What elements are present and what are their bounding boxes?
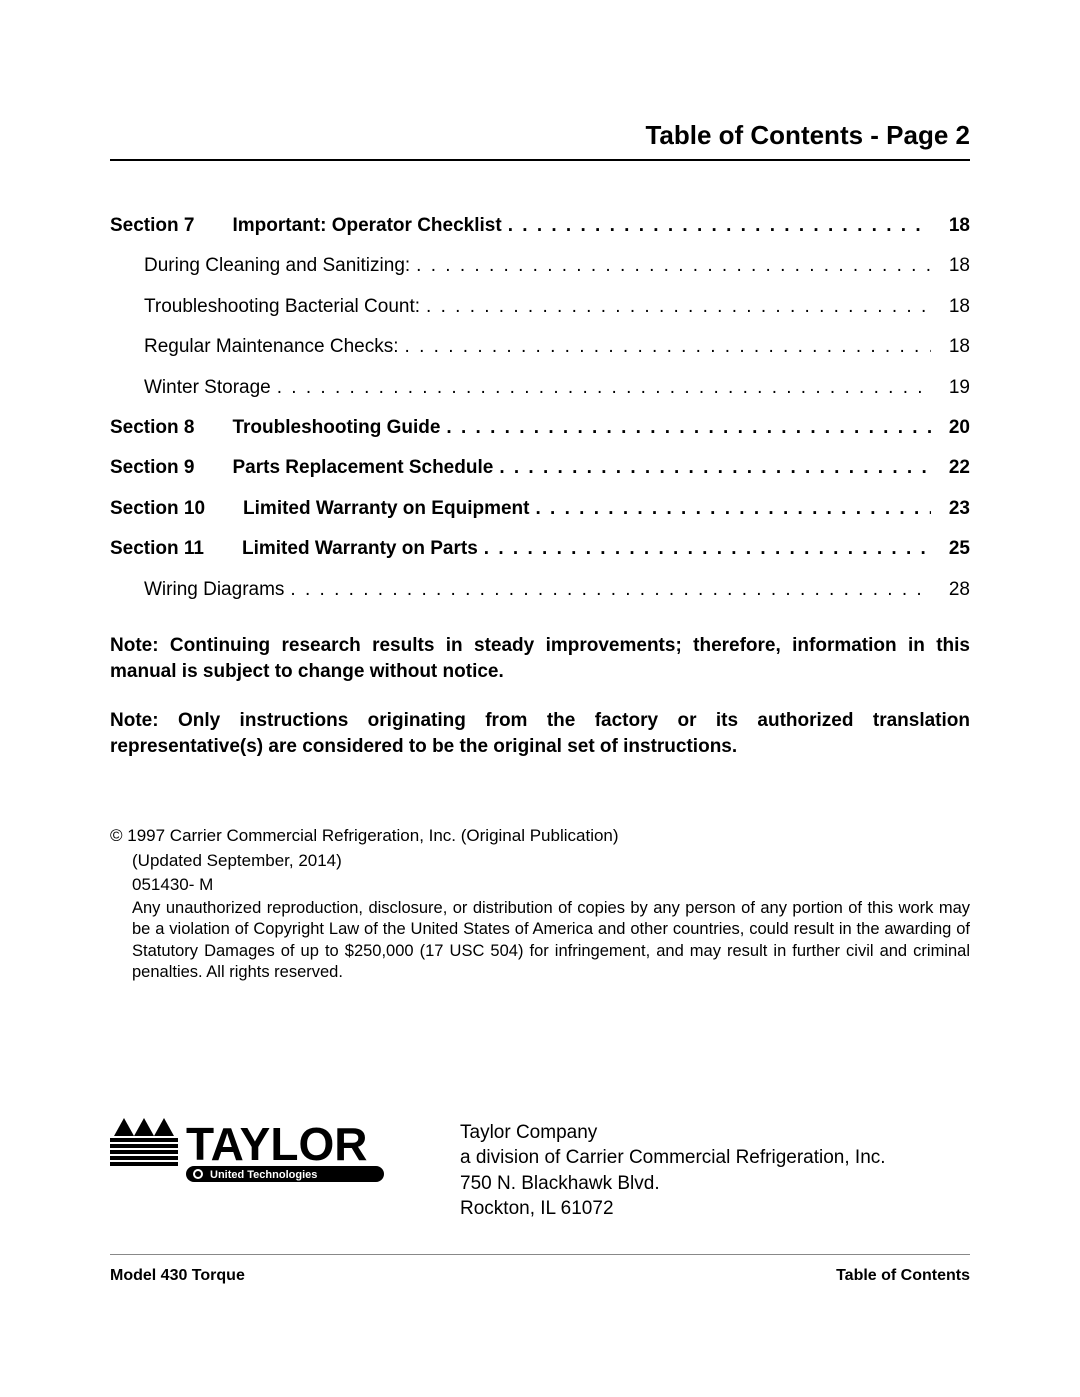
- taylor-logo: TAYLOR United Technologies: [110, 1114, 410, 1184]
- toc-dot-leader: [410, 251, 931, 281]
- toc-row: Section 7Important: Operator Checklist 18: [110, 211, 970, 241]
- toc-dot-leader: [284, 575, 930, 605]
- toc-dot-leader: [271, 373, 931, 403]
- footer-right: Table of Contents: [836, 1267, 970, 1285]
- toc-sub-heading: Troubleshooting Bacterial Count:: [110, 292, 420, 322]
- copyright-line-3: 051430- M: [110, 874, 970, 896]
- toc-section-label: Section 11: [110, 534, 204, 564]
- toc-section-label: Section 8: [110, 413, 194, 443]
- company-address-1: 750 N. Blackhawk Blvd.: [460, 1171, 886, 1197]
- title-rule: [110, 159, 970, 161]
- toc-page-number: 20: [931, 413, 970, 443]
- toc-page-number: 18: [931, 332, 970, 362]
- toc-page-number: 18: [931, 292, 970, 322]
- footer-logo-area: TAYLOR United Technologies Taylor Compan…: [110, 1114, 970, 1223]
- toc-sub-heading: Wiring Diagrams: [110, 575, 284, 605]
- toc-row: Regular Maintenance Checks: 18: [110, 332, 970, 362]
- copyright-line-1: © 1997 Carrier Commercial Refrigeration,…: [110, 825, 970, 847]
- notes-block: Note: Continuing research results in ste…: [110, 633, 970, 760]
- toc-heading: Important: Operator Checklist: [194, 211, 501, 241]
- toc-dot-leader: [420, 292, 931, 322]
- company-info: Taylor Company a division of Carrier Com…: [460, 1114, 886, 1223]
- company-name: Taylor Company: [460, 1120, 886, 1146]
- logo-sub-text: United Technologies: [210, 1169, 317, 1181]
- toc-dot-leader: [399, 332, 931, 362]
- note-1: Note: Continuing research results in ste…: [110, 633, 970, 684]
- toc-sub-heading: Regular Maintenance Checks:: [110, 332, 399, 362]
- toc-heading: Limited Warranty on Parts: [204, 534, 478, 564]
- toc-row: Troubleshooting Bacterial Count: 18: [110, 292, 970, 322]
- toc-heading: Limited Warranty on Equipment: [205, 494, 529, 524]
- logo-brand-text: TAYLOR: [186, 1118, 367, 1170]
- toc: Section 7Important: Operator Checklist 18…: [110, 211, 970, 605]
- toc-dot-leader: [502, 211, 931, 241]
- copyright-block: © 1997 Carrier Commercial Refrigeration,…: [110, 825, 970, 983]
- toc-row: Section 10Limited Warranty on Equipment 2…: [110, 494, 970, 524]
- copyright-line-2: (Updated September, 2014): [110, 850, 970, 872]
- footer-left: Model 430 Torque: [110, 1267, 245, 1285]
- copyright-body: Any unauthorized reproduction, disclosur…: [110, 898, 970, 984]
- toc-heading: Troubleshooting Guide: [194, 413, 440, 443]
- toc-section-label: Section 9: [110, 453, 194, 483]
- toc-heading: Parts Replacement Schedule: [194, 453, 493, 483]
- company-division: a division of Carrier Commercial Refrige…: [460, 1145, 886, 1171]
- toc-page-number: 28: [931, 575, 970, 605]
- toc-dot-leader: [440, 413, 930, 443]
- toc-dot-leader: [493, 453, 931, 483]
- toc-page-number: 25: [931, 534, 970, 564]
- toc-row: Winter Storage 19: [110, 373, 970, 403]
- toc-page-number: 23: [931, 494, 970, 524]
- toc-sub-heading: Winter Storage: [110, 373, 271, 403]
- toc-dot-leader: [529, 494, 930, 524]
- toc-page-number: 18: [931, 251, 970, 281]
- toc-row: Section 9Parts Replacement Schedule 22: [110, 453, 970, 483]
- toc-page-number: 22: [931, 453, 970, 483]
- toc-row: Section 11Limited Warranty on Parts 25: [110, 534, 970, 564]
- toc-page-number: 18: [931, 211, 970, 241]
- toc-section-label: Section 10: [110, 494, 205, 524]
- page-content: Table of Contents - Page 2 Section 7Impo…: [0, 0, 1080, 1325]
- company-address-2: Rockton, IL 61072: [460, 1196, 886, 1222]
- toc-row: Wiring Diagrams 28: [110, 575, 970, 605]
- toc-dot-leader: [478, 534, 931, 564]
- bottom-bar: Model 430 Torque Table of Contents: [110, 1267, 970, 1285]
- toc-row: During Cleaning and Sanitizing: 18: [110, 251, 970, 281]
- toc-sub-heading: During Cleaning and Sanitizing:: [110, 251, 410, 281]
- note-2: Note: Only instructions originating from…: [110, 708, 970, 759]
- toc-page-number: 19: [931, 373, 970, 403]
- page-title: Table of Contents - Page 2: [110, 120, 970, 151]
- toc-section-label: Section 7: [110, 211, 194, 241]
- bottom-rule: [110, 1254, 970, 1255]
- toc-row: Section 8Troubleshooting Guide 20: [110, 413, 970, 443]
